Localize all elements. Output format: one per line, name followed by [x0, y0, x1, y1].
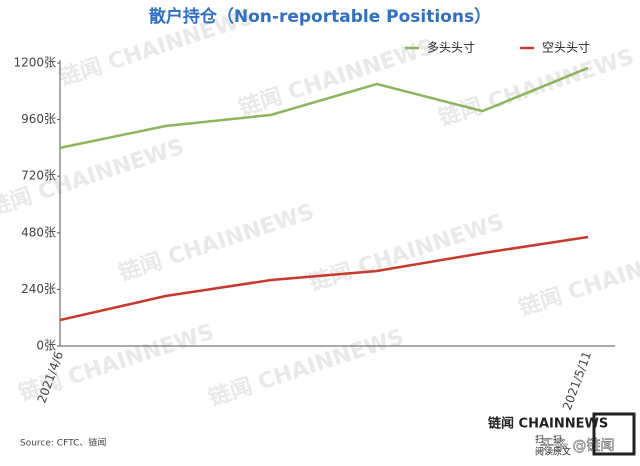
footer-read: 阅读原文 — [535, 446, 571, 458]
watermark: 链闻 CHAINNEWS — [116, 199, 317, 287]
watermarks: 链闻 CHAINNEWS 链闻 CHAINNEWS 链闻 CHAINNEWS 链… — [0, 4, 640, 412]
y-tick-label: 1200张 — [13, 56, 56, 70]
footer-scan: 扫一扫 — [535, 434, 562, 446]
footer-credit: 头条 @链闻 — [540, 437, 614, 454]
qr-code — [592, 412, 636, 456]
y-tick-label: 720张 — [21, 169, 56, 183]
y-tick-label: 480张 — [21, 225, 56, 239]
y-tick-label: 960张 — [21, 112, 56, 126]
y-tick-label: 240张 — [21, 282, 56, 296]
series-line — [59, 235, 589, 322]
watermark: 链闻 CHAINNEWS — [436, 44, 637, 132]
watermark: 链闻 CHAINNEWS — [306, 209, 507, 297]
watermark: 链闻 CHAINNEWS — [206, 324, 407, 412]
footer-logo: 链闻 CHAINNEWS — [487, 416, 608, 432]
source: Source: CFTC、链闻 — [20, 437, 106, 449]
chart-title: 散户持仓（Non-reportable Positions） — [149, 6, 491, 27]
legend-label: 多头头寸 — [427, 41, 475, 55]
series-line — [59, 66, 589, 150]
y-tick-label: 0张 — [36, 339, 56, 353]
legend-label: 空头头寸 — [542, 41, 590, 55]
watermark: 链闻 CHAINNEWS — [516, 234, 640, 322]
x-tick-label: 2021/5/11 — [560, 349, 594, 412]
